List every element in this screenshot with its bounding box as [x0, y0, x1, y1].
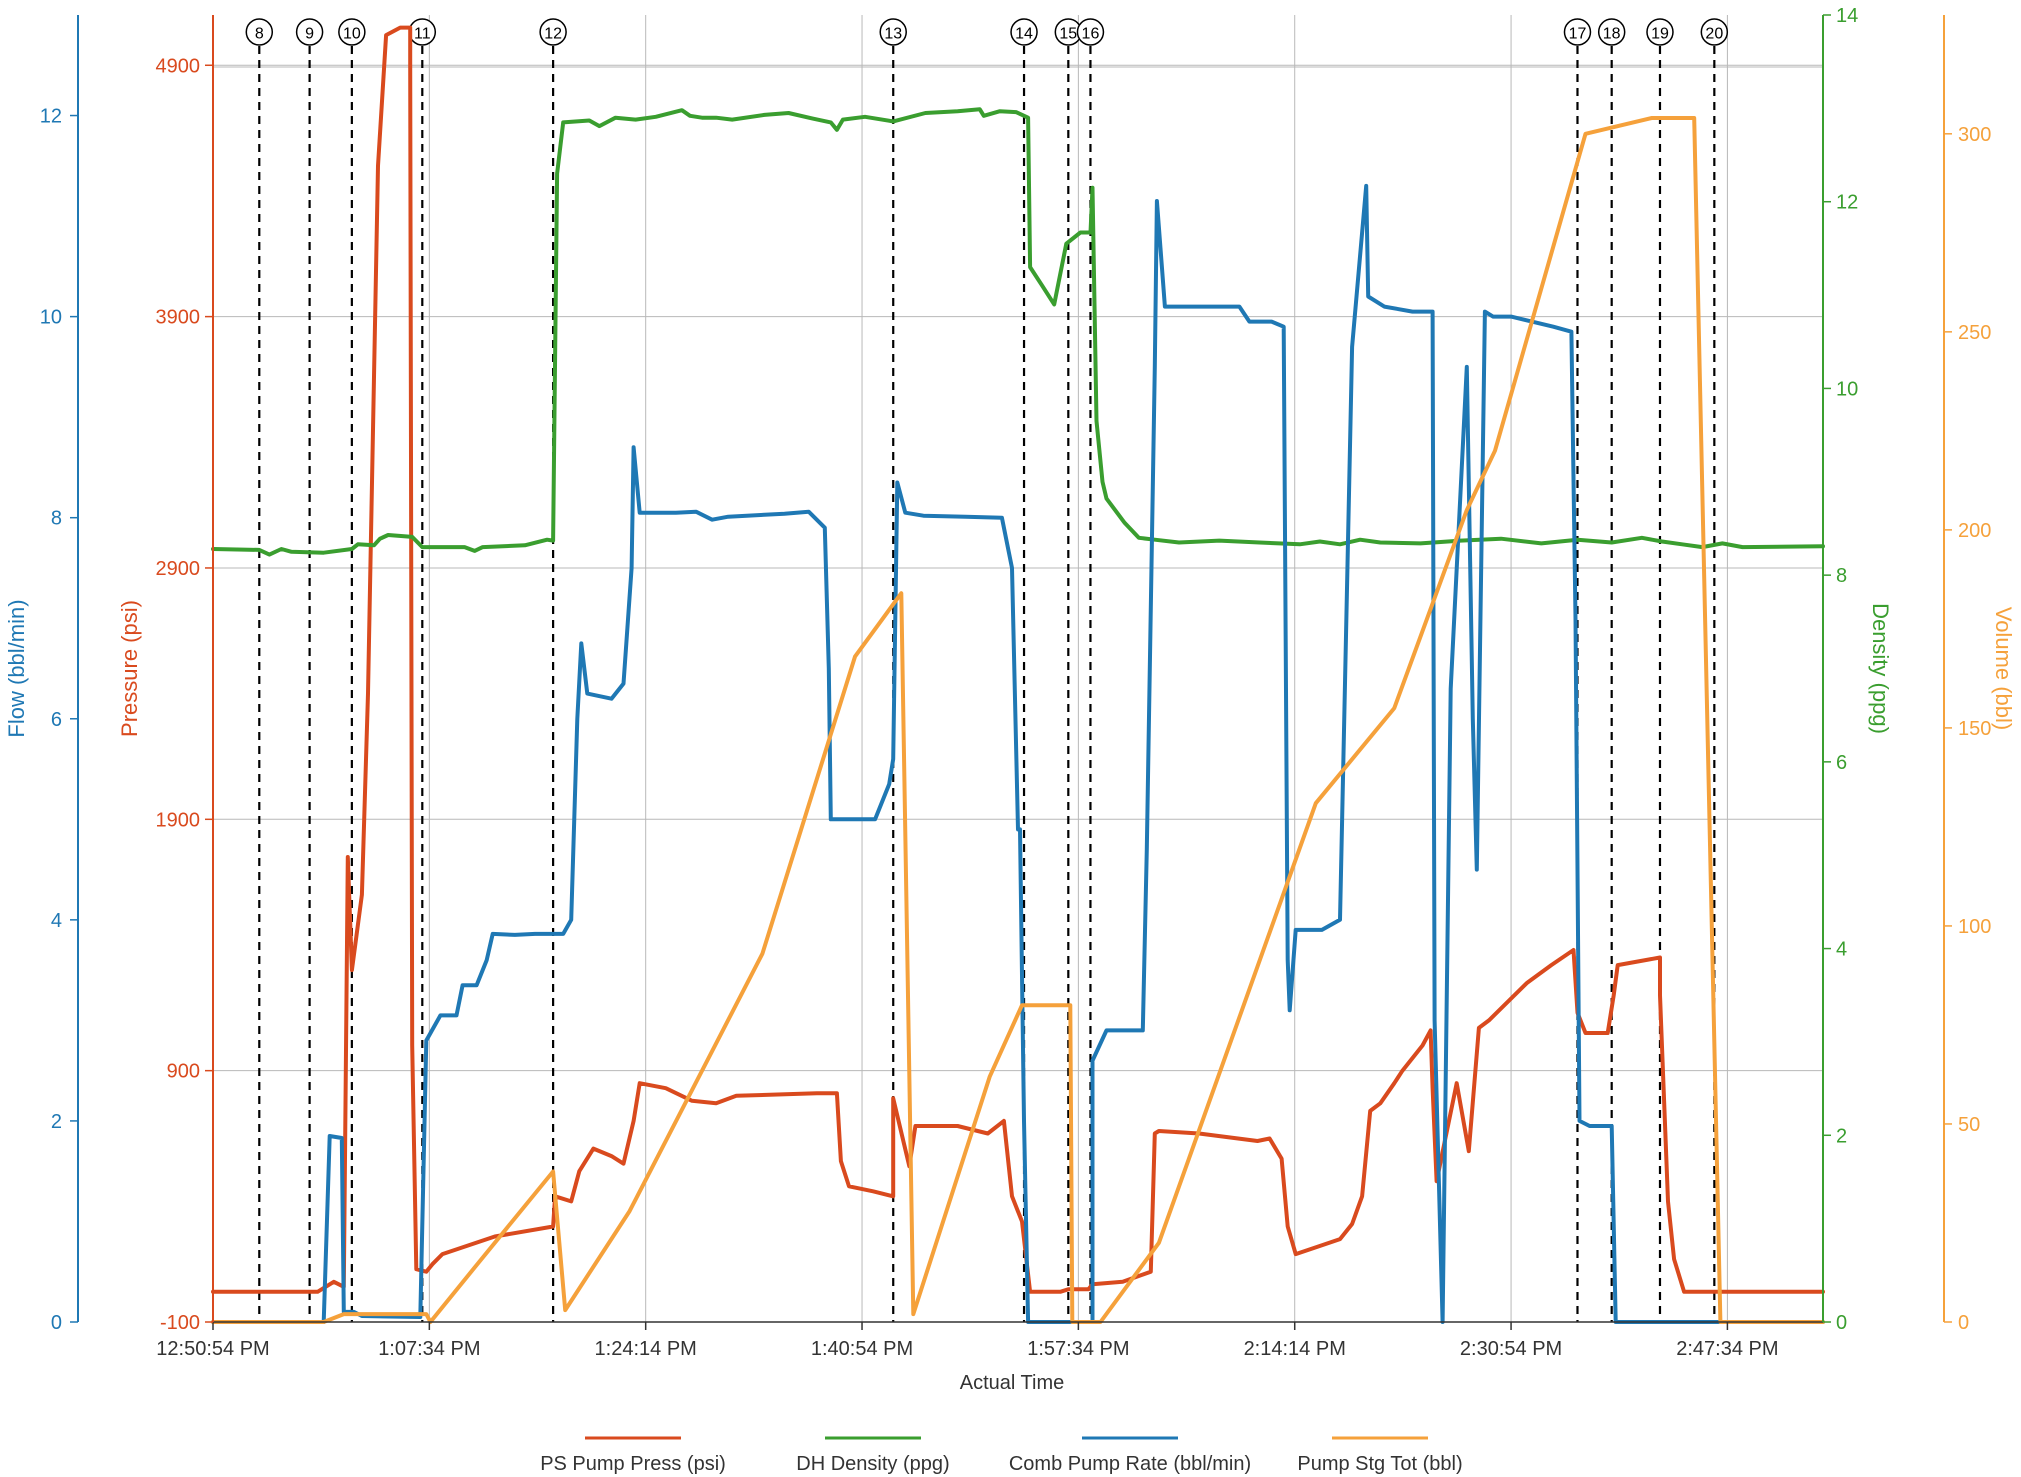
flow-tick-label: 4 [51, 910, 62, 932]
volume-tick-label: 150 [1958, 718, 1991, 740]
series-line-1 [211, 107, 1825, 557]
x-tick-label: 2:47:34 PM [1676, 1338, 1778, 1360]
event-marker-label: 8 [255, 26, 264, 43]
event-marker-label: 17 [1569, 26, 1587, 43]
pressure-tick-label: -100 [160, 1312, 200, 1334]
flow-axis-title: Flow (bbl/min) [4, 599, 29, 737]
x-tick-label: 1:57:34 PM [1027, 1338, 1129, 1360]
volume-tick-label: 100 [1958, 916, 1991, 938]
pressure-tick-label: 900 [167, 1061, 200, 1083]
event-marker-label: 10 [343, 26, 361, 43]
event-marker-label: 16 [1082, 26, 1100, 43]
grid [212, 15, 1824, 1323]
event-marker-circle [1076, 18, 1105, 46]
legend-label: PS Pump Press (psi) [540, 1453, 726, 1475]
flow-tick-label: 2 [51, 1111, 62, 1133]
x-axis-title: Actual Time [960, 1372, 1064, 1394]
series-line-0 [211, 25, 1825, 1294]
event-marker-circle [1646, 18, 1674, 46]
density-axis-title: Density (ppg) [1868, 603, 1893, 734]
volume-tick-label: 200 [1958, 520, 1991, 542]
legend: PS Pump Press (psi) DH Density (ppg) Comb … [540, 1436, 1463, 1475]
pressure-tick-label: 1900 [156, 809, 201, 831]
event-marker-label: 15 [1059, 26, 1077, 43]
event-marker-circle [1700, 18, 1729, 46]
legend-label: DH Density (ppg) [796, 1453, 949, 1475]
flow-tick-label: 6 [51, 709, 62, 731]
event-marker-circle [245, 18, 274, 46]
flow-tick-label: 0 [51, 1312, 62, 1334]
axes: 12:50:54 PM 1:07:34 PM 1:24:14 PM 1:40:54 P… [4, 5, 2016, 1360]
event-marker-label: 18 [1603, 26, 1621, 43]
event-marker-label: 9 [305, 26, 314, 43]
event-marker-label: 13 [884, 26, 902, 43]
event-marker-circle [539, 18, 567, 46]
event-marker-label: 19 [1651, 26, 1669, 43]
x-tick-label: 1:40:54 PM [811, 1338, 913, 1360]
event-marker-circle [1597, 18, 1626, 46]
legend-label: Pump Stg Tot (bbl) [1297, 1453, 1462, 1475]
series-lines [211, 25, 1825, 1324]
x-tick-label: 2:30:54 PM [1460, 1338, 1562, 1360]
density-tick-label: 4 [1836, 939, 1847, 961]
flow-tick-label: 10 [40, 307, 62, 329]
event-marker-label: 12 [544, 26, 562, 43]
flow-tick-label: 8 [51, 508, 62, 530]
density-tick-label: 12 [1836, 192, 1858, 214]
volume-tick-label: 300 [1958, 124, 1991, 146]
flow-tick-label: 12 [40, 106, 62, 128]
event-marker-circle [1010, 18, 1038, 46]
event-marker-label: 20 [1705, 26, 1723, 43]
pressure-tick-label: 3900 [156, 307, 201, 329]
density-tick-label: 14 [1836, 5, 1858, 27]
event-marker-circle [338, 18, 366, 46]
density-tick-label: 10 [1836, 378, 1858, 400]
volume-tick-label: 250 [1958, 322, 1991, 344]
legend-label: Comb Pump Rate (bbl/min) [1009, 1453, 1251, 1475]
event-marker-circle [295, 18, 324, 46]
event-marker-label: 14 [1015, 26, 1033, 43]
volume-axis-title: Volume (bbl) [1991, 607, 2016, 731]
density-tick-label: 6 [1836, 752, 1847, 774]
pressure-axis-title: Pressure (psi) [117, 600, 142, 737]
pressure-tick-label: 4900 [156, 55, 201, 77]
x-tick-label: 12:50:54 PM [156, 1338, 269, 1360]
density-tick-label: 0 [1836, 1312, 1847, 1334]
volume-tick-label: 50 [1958, 1114, 1980, 1136]
event-markers: 8 9 10 11 12 13 14 15 16 17 18 19 20 [245, 18, 1729, 1322]
x-tick-label: 2:14:14 PM [1244, 1338, 1346, 1360]
event-marker-circle [1563, 18, 1592, 46]
pressure-tick-label: 2900 [156, 558, 201, 580]
event-marker-circle [879, 18, 907, 46]
x-tick-label: 1:07:34 PM [378, 1338, 480, 1360]
x-tick-label: 1:24:14 PM [595, 1338, 697, 1360]
series-line-2 [211, 183, 1825, 1324]
series-line-3 [211, 116, 1825, 1324]
density-tick-label: 8 [1836, 565, 1847, 587]
event-marker-label: 11 [414, 26, 431, 43]
volume-tick-label: 0 [1958, 1312, 1969, 1334]
density-tick-label: 2 [1836, 1125, 1847, 1147]
